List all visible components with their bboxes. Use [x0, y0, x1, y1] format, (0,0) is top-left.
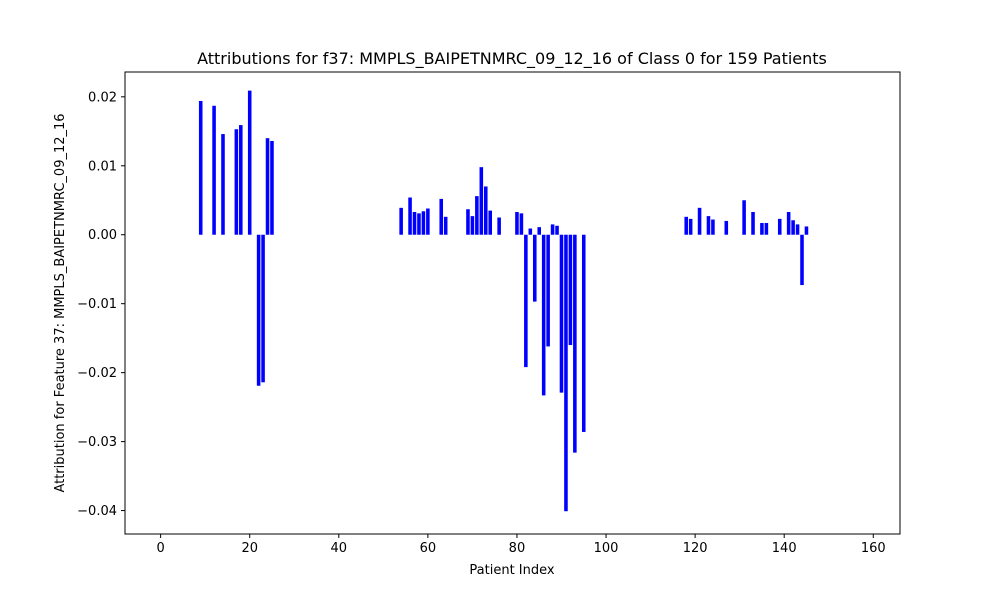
- bar-patient-133: [751, 211, 755, 235]
- bar-patient-25: [270, 140, 274, 235]
- bar-patient-144: [800, 234, 804, 286]
- bar-patient-87: [546, 234, 550, 347]
- bar-patient-64: [443, 216, 448, 235]
- y-tick-label: −0.04: [77, 504, 117, 519]
- x-tick-label: 80: [509, 541, 526, 556]
- bar-patient-18: [239, 125, 243, 235]
- bar-patient-139: [777, 218, 782, 235]
- bar-patient-59: [421, 211, 426, 235]
- bar-patient-92: [568, 234, 573, 346]
- bar-patient-118: [684, 216, 688, 235]
- x-axis-ticks: 0 20 40 60 80 100 120 140 160: [156, 534, 886, 556]
- bar-patient-82: [524, 234, 528, 368]
- x-tick-label: 120: [683, 541, 708, 556]
- bar-patient-123: [706, 216, 711, 235]
- bar-patient-20: [247, 90, 252, 235]
- bar-patient-81: [519, 213, 524, 235]
- bar-patient-127: [724, 220, 729, 235]
- bar-patient-56: [408, 197, 412, 235]
- bar-patient-88: [550, 224, 555, 235]
- bar-patient-12: [212, 105, 216, 235]
- x-tick-label: 140: [772, 541, 797, 556]
- x-tick-label: 40: [331, 541, 348, 556]
- bar-patient-145: [804, 226, 809, 235]
- bar-patient-141: [786, 211, 791, 235]
- x-tick-label: 0: [156, 541, 164, 556]
- y-axis-label: Attribution for Feature 37: MMPLS_BAIPET…: [53, 113, 68, 492]
- x-axis-label: Patient Index: [469, 563, 554, 578]
- y-tick-label: −0.02: [77, 366, 117, 381]
- bar-patient-143: [795, 224, 800, 235]
- bar-patient-121: [697, 207, 702, 235]
- plot-area-frame: [124, 71, 901, 535]
- bar-patient-58: [417, 213, 421, 235]
- x-tick-label: 20: [241, 541, 258, 556]
- bar-patient-91: [564, 234, 568, 512]
- bar-patient-73: [483, 186, 488, 235]
- bar-patient-71: [475, 196, 479, 235]
- bar-patient-135: [760, 223, 764, 235]
- y-axis-ticks: −0.04 −0.03 −0.02 −0.01 0.00 0.01 0.02: [77, 90, 125, 519]
- bar-patient-17: [234, 129, 239, 235]
- bar-patient-90: [559, 234, 564, 393]
- bar-patient-119: [688, 218, 693, 235]
- bar-patient-136: [764, 223, 769, 235]
- bar-patient-124: [711, 219, 715, 235]
- bar-patient-83: [528, 228, 533, 235]
- bar-patient-54: [399, 207, 403, 235]
- bar-patient-9: [198, 100, 203, 235]
- y-tick-label: 0.00: [88, 228, 117, 243]
- bar-patient-93: [573, 234, 577, 453]
- bar-patient-14: [221, 134, 225, 235]
- x-tick-label: 100: [594, 541, 619, 556]
- bar-patient-131: [742, 200, 746, 235]
- bar-patient-60: [426, 208, 430, 235]
- bar-patient-72: [479, 167, 484, 235]
- x-tick-label: 60: [420, 541, 437, 556]
- bar-patient-86: [541, 234, 546, 396]
- chart-title: Attributions for f37: MMPLS_BAIPETNMRC_0…: [197, 49, 827, 69]
- bar-patient-89: [555, 225, 559, 235]
- bar-patient-24: [265, 138, 270, 235]
- bar-patient-95: [581, 234, 586, 432]
- y-tick-label: −0.01: [77, 297, 117, 312]
- y-tick-label: −0.03: [77, 435, 117, 450]
- bar-patient-84: [532, 234, 537, 302]
- bar-patient-74: [488, 210, 493, 235]
- bar-patient-76: [497, 217, 501, 235]
- bar-patient-80: [515, 211, 519, 235]
- bar-patient-22: [256, 234, 261, 386]
- bar-patient-57: [412, 211, 417, 235]
- y-tick-label: 0.01: [88, 159, 117, 174]
- bar-patient-63: [439, 198, 444, 235]
- bar-patient-70: [470, 216, 475, 235]
- x-tick-label: 160: [861, 541, 886, 556]
- bar-patient-85: [537, 227, 541, 235]
- bars-group: [198, 90, 809, 512]
- bar-patient-142: [791, 220, 795, 235]
- bar-patient-69: [466, 209, 470, 235]
- y-tick-label: 0.02: [88, 90, 117, 105]
- bar-patient-23: [261, 234, 265, 383]
